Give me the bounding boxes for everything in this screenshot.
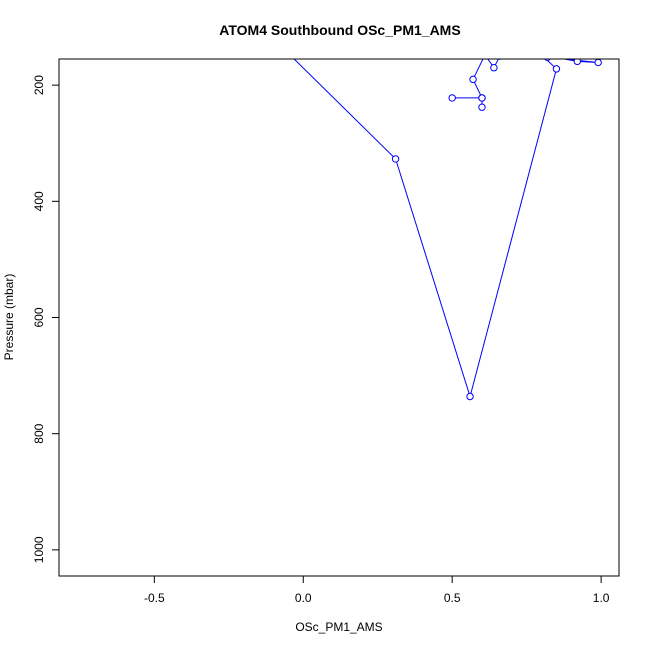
x-axis-label: OSc_PM1_AMS <box>295 620 382 634</box>
y-axis: 200 400 600 800 1000 <box>32 75 60 563</box>
y-tick-label: 1000 <box>32 536 46 563</box>
data-point <box>490 64 498 72</box>
y-tick-label: 600 <box>32 307 46 327</box>
plot-frame <box>58 58 620 577</box>
data-point <box>478 94 486 102</box>
y-axis-label: Pressure (mbar) <box>2 274 16 361</box>
series-line <box>293 59 599 399</box>
data-point <box>594 59 602 67</box>
data-point <box>466 392 474 401</box>
y-tick-label: 200 <box>32 75 46 95</box>
data-point <box>391 155 400 163</box>
x-axis: -0.5 0.0 0.5 1.0 <box>144 575 610 605</box>
x-tick-label: -0.5 <box>144 591 165 605</box>
data-point <box>482 52 488 58</box>
x-tick-label: 0.0 <box>295 591 312 605</box>
x-tick-label: 0.5 <box>444 591 461 605</box>
y-tick-label: 400 <box>32 191 46 211</box>
y-tick-label: 800 <box>32 423 46 443</box>
x-tick-label: 1.0 <box>593 591 610 605</box>
data-point <box>448 94 456 102</box>
data-point <box>573 59 581 66</box>
chart-title: ATOM4 Southbound OSc_PM1_AMS <box>219 22 460 38</box>
data-point <box>552 65 561 73</box>
data-point <box>469 75 477 84</box>
plot-area <box>293 52 602 401</box>
data-point <box>478 103 486 111</box>
data-point <box>497 59 503 60</box>
data-point <box>538 52 544 58</box>
